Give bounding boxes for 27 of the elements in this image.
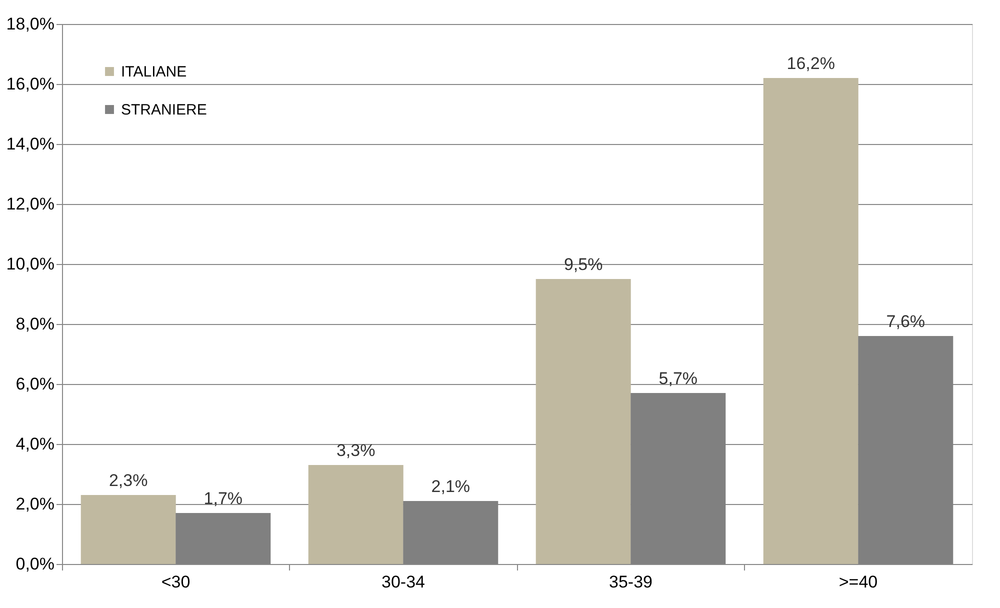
data-label: 2,1% xyxy=(431,477,470,496)
data-label: 1,7% xyxy=(204,489,243,508)
legend-label: STRANIERE xyxy=(121,102,207,118)
y-tick-label: 14,0% xyxy=(6,134,54,154)
x-tick-label: <30 xyxy=(161,572,190,592)
bar xyxy=(80,495,176,564)
data-label: 16,2% xyxy=(786,54,835,73)
data-label: 5,7% xyxy=(658,369,698,388)
y-tick-label: 2,0% xyxy=(16,494,54,514)
y-tick-label: 12,0% xyxy=(6,194,54,214)
bar xyxy=(763,78,858,564)
y-tick-label: 4,0% xyxy=(16,434,54,454)
bar xyxy=(308,465,404,564)
x-tick-label: 35-39 xyxy=(609,572,652,592)
y-tick-label: 16,0% xyxy=(6,74,54,94)
data-label: 3,3% xyxy=(336,441,376,460)
legend-label: ITALIANE xyxy=(121,64,187,80)
y-tick-label: 10,0% xyxy=(6,254,54,274)
x-tick-label: >=40 xyxy=(838,572,878,592)
y-tick-label: 6,0% xyxy=(16,374,54,394)
data-label: 2,3% xyxy=(108,471,148,490)
bar xyxy=(176,513,271,564)
bar xyxy=(536,279,631,564)
y-tick-label: 8,0% xyxy=(16,314,54,334)
y-tick-label: 18,0% xyxy=(6,14,54,34)
y-tick-label: 0,0% xyxy=(16,554,54,574)
x-tick-label: 30-34 xyxy=(382,572,425,592)
